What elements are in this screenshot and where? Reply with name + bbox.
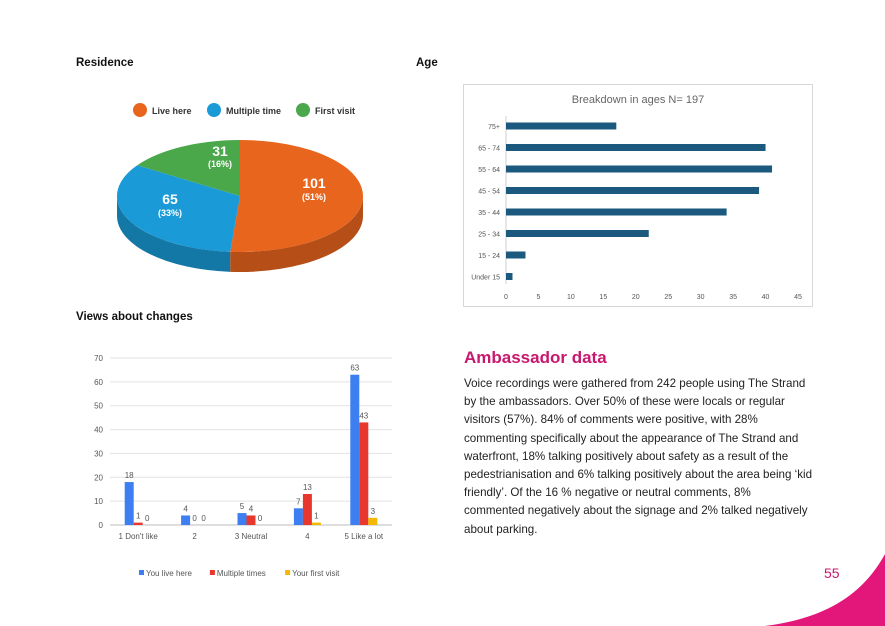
pie-slice-live-here [230,140,363,252]
pie-side-live-here [230,196,363,272]
age-bar [506,251,526,259]
age-category-label: 75+ [488,124,500,131]
ambassador-body: Voice recordings were gathered from 242 … [464,377,813,536]
age-bar-chart: Breakdown in ages N= 197 75+ 65 - 74 55 - … [463,84,813,307]
age-chart-frame [463,84,813,307]
corner-accent-shape [765,554,885,626]
age-x-tick-label: 10 [567,294,575,301]
slice-percent-live-here: (51%) [302,192,326,202]
age-category-label: 15 - 24 [478,253,500,260]
age-x-tick-label: 40 [762,294,770,301]
age-category-label: Under 15 [471,275,500,282]
age-category-label: 45 - 54 [478,189,500,196]
age-bar [506,230,649,237]
pie-side-multiple-time [117,196,231,272]
age-heading: Age [416,57,438,69]
age-x-tick-label: 20 [632,294,640,301]
age-bar [506,208,727,216]
age-x-tick-label: 5 [536,294,540,301]
age-category-label: 25 - 34 [478,232,500,239]
pie-slice-first-visit [137,140,240,196]
slice-percent-first-visit: (16%) [208,159,232,169]
age-x-tick-label: 15 [599,294,607,301]
age-x-tick-label: 0 [504,294,508,301]
age-bar [506,122,617,130]
pie-slice-multiple-time [116,165,240,252]
age-category-label: 55 - 64 [478,167,500,174]
slice-percent-multiple-time: (33%) [158,208,182,218]
residence-legend: Live here Multiple time First visit [133,103,355,117]
age-x-tick-label: 35 [729,294,737,301]
age-category-label: 35 - 44 [478,210,500,217]
legend-dot-multiple-time [207,103,221,117]
age-bar [506,165,773,173]
age-x-tick-label: 30 [697,294,705,301]
ambassador-title: Ambassador data [464,348,607,367]
age-chart-title: Breakdown in ages N= 197 [572,94,704,106]
legend-label-live-here: Live here [152,106,192,116]
residence-heading: Residence [76,57,134,69]
slice-value-live-here: 101 [302,175,326,191]
age-category-label: 65 - 74 [478,146,500,153]
legend-dot-live-here [133,103,147,117]
legend-dot-first-visit [296,103,310,117]
legend-label-first-visit: First visit [315,106,355,116]
age-bar [506,187,760,194]
age-x-tick-label: 25 [664,294,672,301]
page-number: 55 [824,565,840,581]
legend-label-multiple-time: Multiple time [226,106,281,116]
age-bar [506,273,513,280]
age-bar [506,144,766,151]
age-x-tick-label: 45 [794,294,802,301]
slice-value-multiple-time: 65 [162,191,178,207]
views-heading: Views about changes [76,311,193,323]
slice-value-first-visit: 31 [212,143,228,159]
